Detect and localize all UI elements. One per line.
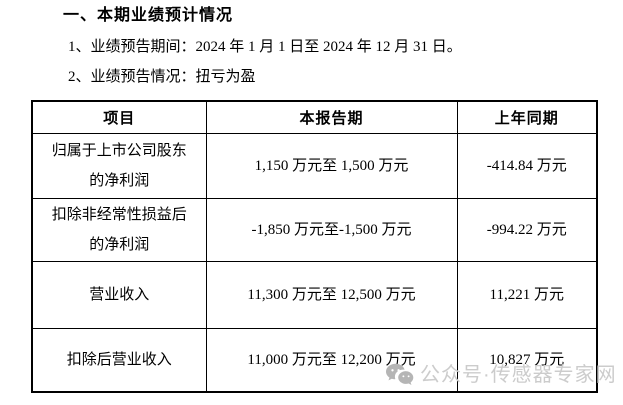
row-label: 扣除后营业收入 [31,327,207,393]
forecast-status-line: 2、业绩预告情况：扭亏为盈 [68,69,256,85]
row-prior-value: 10,827 万元 [456,327,598,393]
forecast-period-line: 1、业绩预告期间：2024 年 1 月 1 日至 2024 年 12 月 31 … [68,39,462,55]
col-header-item: 项目 [31,100,207,134]
table-row-operating-revenue: 营业收入 11,300 万元至 12,500 万元 11,221 万元 [31,260,598,329]
table-row-net-profit-excl-nonrecurring: 扣除非经常性损益后 的净利润 -1,850 万元至-1,500 万元 -994.… [31,197,598,262]
row-prior-value: -414.84 万元 [456,132,598,199]
table-header-row: 项目 本报告期 上年同期 [31,100,598,134]
row-current-value: 11,000 万元至 12,200 万元 [205,327,458,393]
row-prior-value: 11,221 万元 [456,260,598,329]
col-header-prior-period: 上年同期 [456,100,598,134]
row-current-value: -1,850 万元至-1,500 万元 [205,197,458,262]
performance-forecast-table: 项目 本报告期 上年同期 归属于上市公司股东 的净利润 1,150 万元至 1,… [31,100,598,393]
table-row-revenue-after-deduction: 扣除后营业收入 11,000 万元至 12,200 万元 10,827 万元 [31,327,598,393]
section-heading: 一、本期业绩预计情况 [63,7,234,24]
row-current-value: 11,300 万元至 12,500 万元 [205,260,458,329]
row-label: 营业收入 [31,260,207,329]
row-label: 归属于上市公司股东 的净利润 [31,132,207,199]
table-row-net-profit: 归属于上市公司股东 的净利润 1,150 万元至 1,500 万元 -414.8… [31,132,598,199]
row-current-value: 1,150 万元至 1,500 万元 [205,132,458,199]
col-header-current-period: 本报告期 [205,100,458,134]
row-prior-value: -994.22 万元 [456,197,598,262]
row-label: 扣除非经常性损益后 的净利润 [31,197,207,262]
